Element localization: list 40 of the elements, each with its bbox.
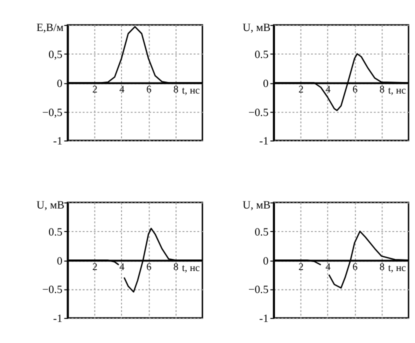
x-tick-label: 6 xyxy=(146,262,152,273)
x-tick-label: 4 xyxy=(325,84,331,96)
y-tick-label: −0.5 xyxy=(42,284,63,296)
y-tick-label: −0.5 xyxy=(248,284,269,296)
y-tick-label: 0.5 xyxy=(254,49,269,62)
y-tick-label: 0,5 xyxy=(48,49,63,62)
y-tick-label: −0,5 xyxy=(42,106,63,119)
y-axis-title: E,В/м xyxy=(36,22,64,34)
x-axis-title: t, нс xyxy=(182,85,200,96)
y-axis-title: U, мВ xyxy=(36,199,64,212)
y-tick-label: -1 xyxy=(53,136,62,148)
x-axis-title: t, нс xyxy=(388,85,406,96)
x-tick-label: 8 xyxy=(379,262,385,273)
x-tick-label: 4 xyxy=(325,262,331,273)
x-tick-label: 2 xyxy=(298,84,304,96)
y-tick-label: 0 xyxy=(262,78,269,90)
x-tick-label: 6 xyxy=(352,262,358,273)
x-tick-label: 8 xyxy=(173,84,178,96)
y-axis-title: U, мВ xyxy=(242,22,271,34)
y-tick-label: 0 xyxy=(56,255,63,268)
y-tick-label: 0.5 xyxy=(254,226,269,238)
x-axis-title: t, нс xyxy=(388,262,406,274)
x-tick-label: 2 xyxy=(298,262,304,273)
y-tick-label: -1 xyxy=(259,313,268,326)
y-tick-label: -1 xyxy=(53,313,62,326)
x-tick-label: 8 xyxy=(173,262,178,273)
x-tick-label: 8 xyxy=(379,84,385,96)
y-tick-label: -1 xyxy=(259,136,268,148)
y-tick-label: 0 xyxy=(56,78,63,90)
y-tick-label: 0.5 xyxy=(48,226,63,238)
x-tick-label: 6 xyxy=(352,84,358,96)
y-tick-label: −0.5 xyxy=(248,106,269,119)
x-tick-label: 4 xyxy=(119,262,124,273)
y-tick-label: 0 xyxy=(262,255,269,268)
x-tick-label: 4 xyxy=(119,84,124,96)
y-axis-title: U, мВ xyxy=(242,199,271,212)
x-tick-label: 2 xyxy=(92,262,98,273)
x-tick-label: 2 xyxy=(92,84,98,96)
x-axis-title: t, нс xyxy=(182,262,200,274)
x-tick-label: 6 xyxy=(146,84,152,96)
